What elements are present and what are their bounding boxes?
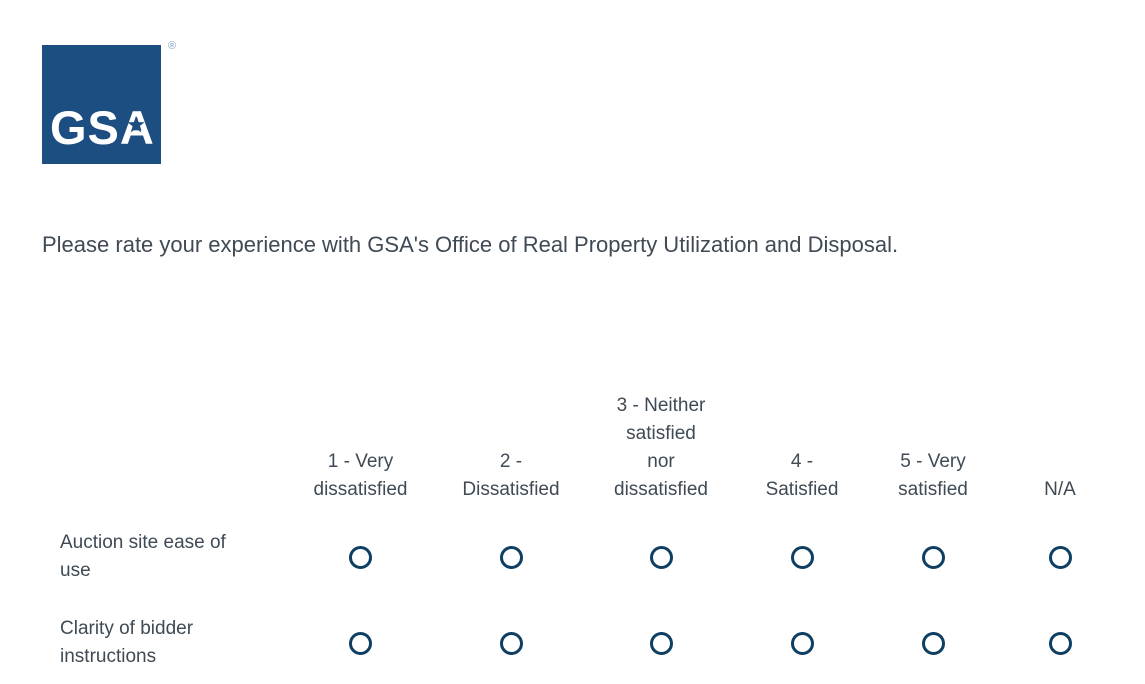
radio-auction-site-3[interactable] [649, 545, 673, 569]
col-header-4-satisfied: 4 - Satisfied [765, 451, 839, 500]
matrix-cell [591, 600, 731, 684]
row-label-auction-site-ease-of-use: Auction site ease of use [60, 532, 226, 581]
radio-auction-site-5[interactable] [921, 545, 945, 569]
matrix-cell [873, 600, 993, 684]
radio-bidder-instructions-2[interactable] [499, 631, 523, 655]
col-header-5-very-satisfied: 5 - Very satisfied [898, 451, 968, 500]
row-label-clarity-of-bidder-instructions: Clarity of bidder instructions [60, 618, 194, 667]
radio-bidder-instructions-5[interactable] [921, 631, 945, 655]
matrix-corner-cell [42, 392, 290, 514]
question-text: Please rate your experience with GSA's O… [42, 232, 899, 257]
matrix-cell [731, 600, 873, 684]
radio-auction-site-2[interactable] [499, 545, 523, 569]
radio-auction-site-1[interactable] [349, 545, 372, 569]
radio-bidder-instructions-1[interactable] [349, 631, 372, 655]
matrix-cell [290, 514, 431, 600]
matrix-cell [431, 600, 591, 684]
radio-bidder-instructions-3[interactable] [649, 631, 673, 655]
matrix-cell [591, 514, 731, 600]
matrix-cell [731, 514, 873, 600]
radio-auction-site-4[interactable] [790, 545, 814, 569]
radio-auction-site-na[interactable] [1048, 545, 1072, 569]
col-header-na: N/A [1044, 479, 1076, 500]
gsa-logo: GSA [42, 45, 161, 164]
matrix-cell [431, 514, 591, 600]
col-header-2-dissatisfied: 2 - Dissatisfied [462, 451, 560, 500]
matrix-cell [290, 600, 431, 684]
matrix-cell [993, 514, 1127, 600]
registered-trademark-icon: ® [168, 40, 177, 52]
radio-bidder-instructions-na[interactable] [1048, 631, 1072, 655]
matrix-cell [993, 600, 1127, 684]
col-header-1-very-dissatisfied: 1 - Very dissatisfied [313, 451, 408, 500]
rating-matrix: 1 - Very dissatisfied 2 - Dissatisfied 3… [42, 392, 1127, 684]
radio-bidder-instructions-4[interactable] [790, 631, 814, 655]
col-header-3-neither: 3 - Neither satisfied nor dissatisfied [614, 395, 708, 500]
star-icon [127, 116, 145, 133]
matrix-cell [873, 514, 993, 600]
